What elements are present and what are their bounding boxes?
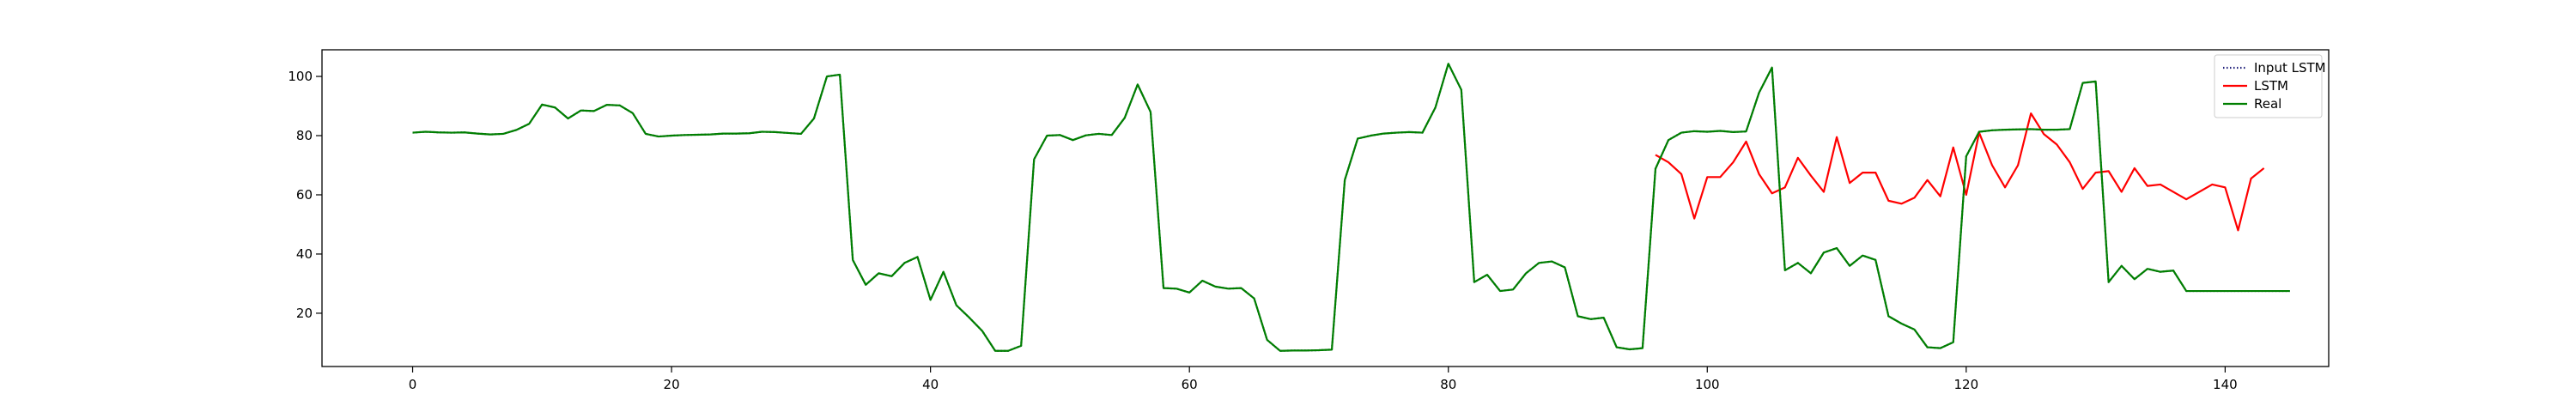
- y-tick-label: 100: [288, 69, 313, 84]
- x-tick-label: 60: [1182, 377, 1198, 392]
- series-line-lstm: [1655, 112, 2265, 232]
- legend: Input LSTM LSTM Real: [2214, 54, 2326, 118]
- series-layer: [412, 63, 2290, 352]
- y-axis: 20 40 60 80 100: [288, 69, 322, 321]
- x-tick-label: 100: [1695, 377, 1720, 392]
- x-tick-label: 80: [1440, 377, 1456, 392]
- legend-label: Input LSTM: [2254, 60, 2326, 76]
- plot-frame: [321, 49, 2330, 367]
- series-line-real: [412, 63, 2290, 352]
- x-axis: 0 20 40 60 80 100 120 140: [409, 367, 2238, 392]
- y-tick-label: 80: [296, 128, 313, 143]
- legend-box: [2214, 54, 2323, 118]
- x-tick-label: 0: [409, 377, 417, 392]
- x-tick-label: 20: [664, 377, 680, 392]
- x-tick-label: 40: [922, 377, 939, 392]
- x-tick-label: 120: [1954, 377, 1979, 392]
- y-tick-label: 20: [296, 306, 313, 321]
- x-tick-label: 140: [2213, 377, 2238, 392]
- legend-label: Real: [2254, 96, 2281, 112]
- y-tick-label: 40: [296, 246, 313, 262]
- y-tick-label: 60: [296, 187, 313, 203]
- legend-label: LSTM: [2254, 78, 2288, 94]
